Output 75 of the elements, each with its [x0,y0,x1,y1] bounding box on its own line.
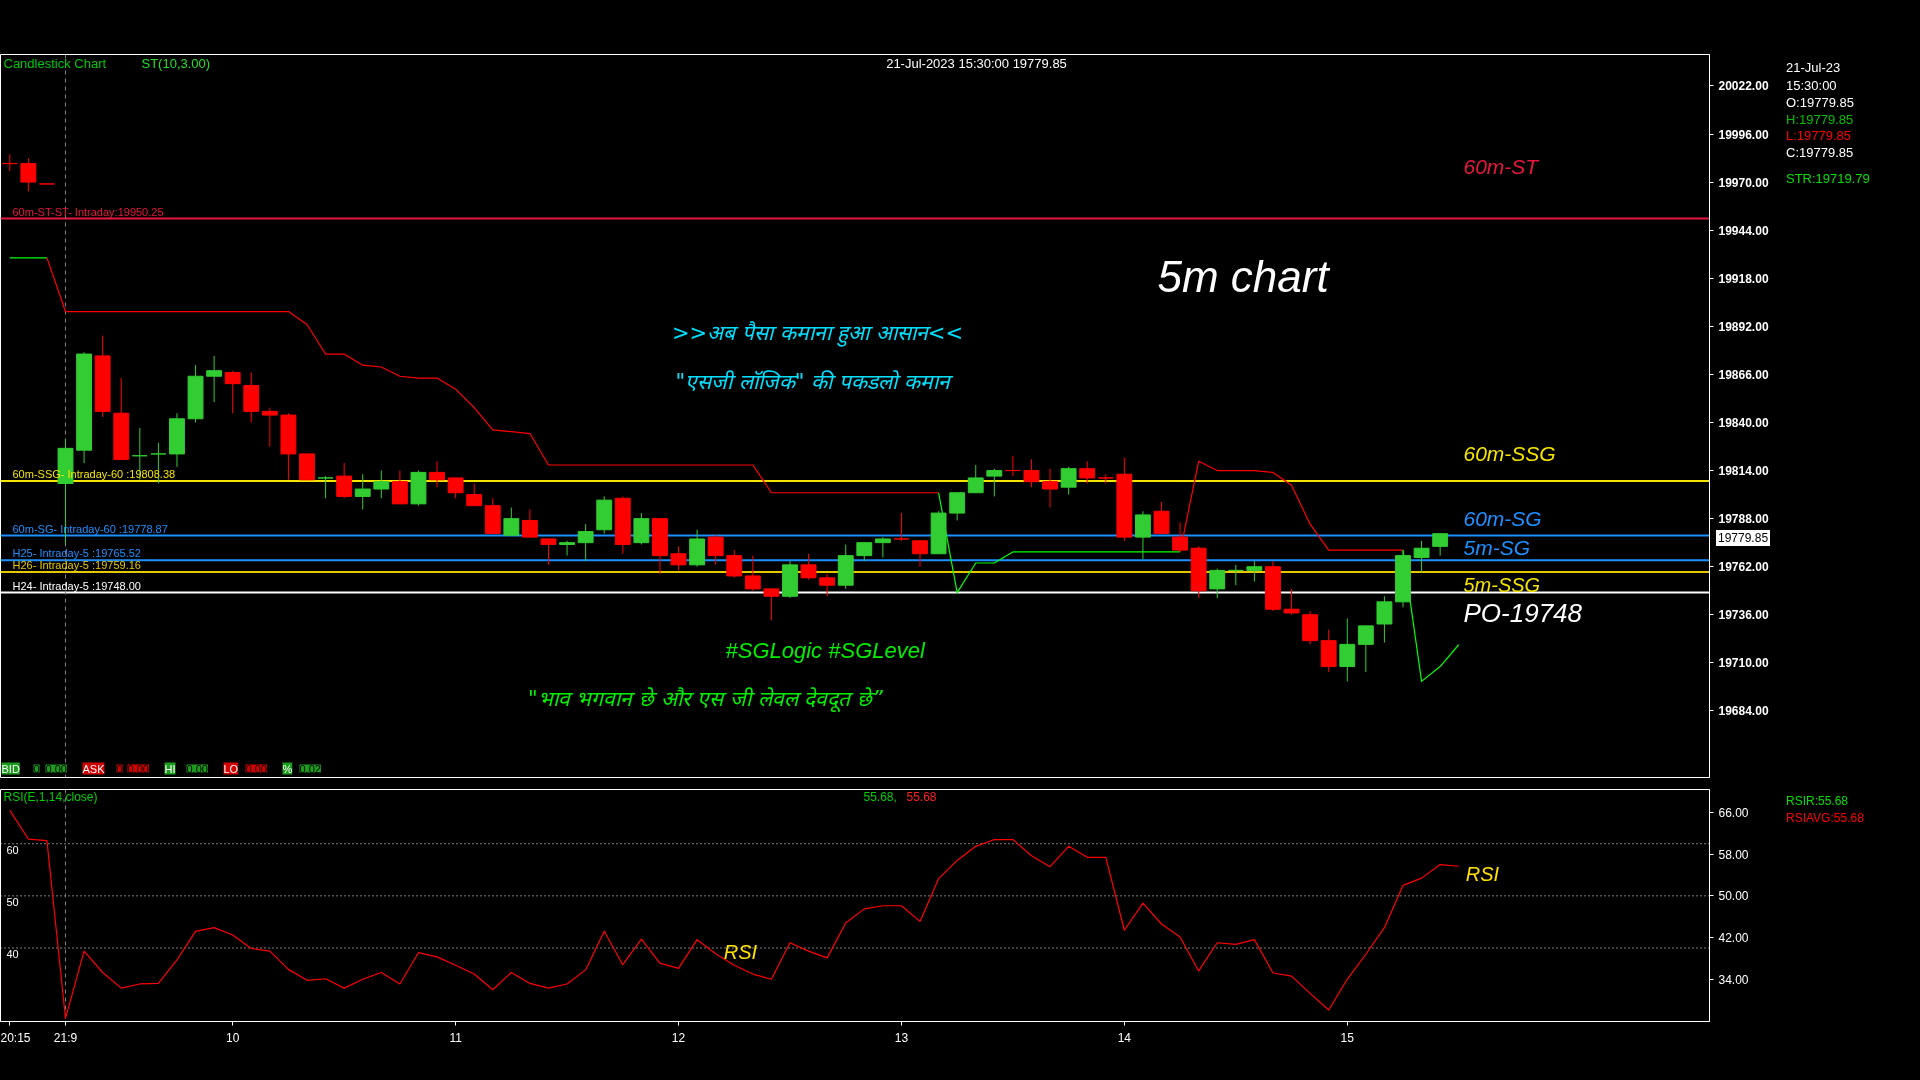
ref-line-label: 60m-ST-ST- Intraday:19950.25 [12,205,164,218]
annotation: 0 [116,762,123,775]
text: 21-Jul-23 [1786,60,1841,76]
text: C:19779.85 [1786,145,1854,162]
annotation: RSI [1465,862,1500,885]
y-tick-label: 19710.00 [1718,656,1769,671]
x-tick-label: 12 [671,1030,686,1045]
x-tick-label: 13 [894,1030,909,1045]
text: L:19779.85 [1786,128,1852,145]
x-tick-label: 21:9 [53,1030,78,1045]
text: 15:30:00 [1786,77,1837,94]
x-tick-label: 11 [449,1030,463,1045]
y-tick-label: 19762.00 [1718,560,1769,575]
x-tick-label: 15 [1340,1030,1355,1045]
annotation: 0.00 [45,762,67,775]
annotation: 21-Jul-2023 15:30:00 19779.85 [886,56,1067,71]
y-tick-label: 19684.00 [1718,704,1769,719]
annotation: PO-19748 [1463,597,1583,628]
x-tick-label: 10 [226,1030,240,1045]
y-tick-label: 19970.00 [1718,175,1769,190]
y-tick-label: 19918.00 [1718,271,1769,286]
y-tick-label: 19736.00 [1718,608,1769,623]
y-tick-label: 19944.00 [1718,223,1769,238]
ref-line-label: H25- Intraday-5 :19765.52 [12,547,141,560]
annotation: 5m-SSG [1463,574,1541,597]
text: RSIAVG:55.68 [1786,810,1864,826]
y-tick-label: 19788.00 [1718,512,1769,527]
annotation: Candlestick Chart [3,56,107,71]
annotation: 0.00 [127,762,149,775]
text: RSIR:55.68 [1786,793,1849,809]
annotation: 60m-SSG [1463,442,1556,466]
annotation: 0.02 [299,762,321,775]
annotation: % [282,762,293,775]
y-tick-label: 66.00 [1718,805,1749,820]
annotation: 55.68, [863,790,897,804]
annotation: "एसजी लॉजिक" की पकडलो कमान [675,369,954,394]
ref-line-label: 60 [6,843,19,856]
annotation: BID [1,762,20,775]
annotation: ST(10,3.00) [141,56,211,71]
y-tick-label: 19996.00 [1718,127,1769,142]
annotation: 60m-ST [1463,155,1541,179]
annotation: LO [223,762,239,775]
text: O:19779.85 [1786,94,1854,111]
x-tick-label: 20:15 [0,1030,31,1045]
y-tick-label: 50.00 [1718,889,1749,904]
y-tick-label: 42.00 [1718,931,1749,946]
y-tick-label: 19866.00 [1718,367,1769,382]
ref-line-label: 40 [6,947,19,960]
y-tick-label: 58.00 [1718,847,1749,862]
annotation: 0.00 [186,762,208,775]
y-tick-label: 19892.00 [1718,319,1769,334]
annotation: 55.68 [906,790,937,804]
ref-line-label: 50 [6,895,19,908]
text: 19779.85 [1716,530,1771,547]
y-tick-label: 20022.00 [1718,79,1769,94]
text: STR:19719.79 [1786,170,1870,187]
text: 5m chart [1157,251,1331,301]
ref-line-label: H24- Intraday-5 :19748.00 [12,579,141,592]
annotation: ASK [82,762,106,775]
text: H:19779.85 [1786,111,1854,128]
annotation: >>अब पैसा कमाना हुआ आसान<< [671,320,964,347]
annotation: 0 [33,762,40,775]
annotation: #SGLogic #SGLevel [725,638,926,663]
x-tick-label: 14 [1117,1030,1132,1045]
annotation: "भाव भगवान छे और एस जी लेवल देवदूत छे” [528,686,885,713]
y-tick-label: 34.00 [1718,972,1749,987]
ref-line-label: H26- Intraday-5 :19759.16 [12,558,141,571]
annotation: RSI [723,941,758,964]
annotation: 60m-SG [1463,506,1542,530]
annotation: HI [164,762,176,775]
chart-title: RSI(E,1,14,close) [3,789,98,804]
annotation: 0.00 [245,762,267,775]
y-tick-label: 19814.00 [1718,464,1769,479]
y-tick-label: 19840.00 [1718,415,1769,430]
annotation: 5m-SG [1463,535,1531,559]
